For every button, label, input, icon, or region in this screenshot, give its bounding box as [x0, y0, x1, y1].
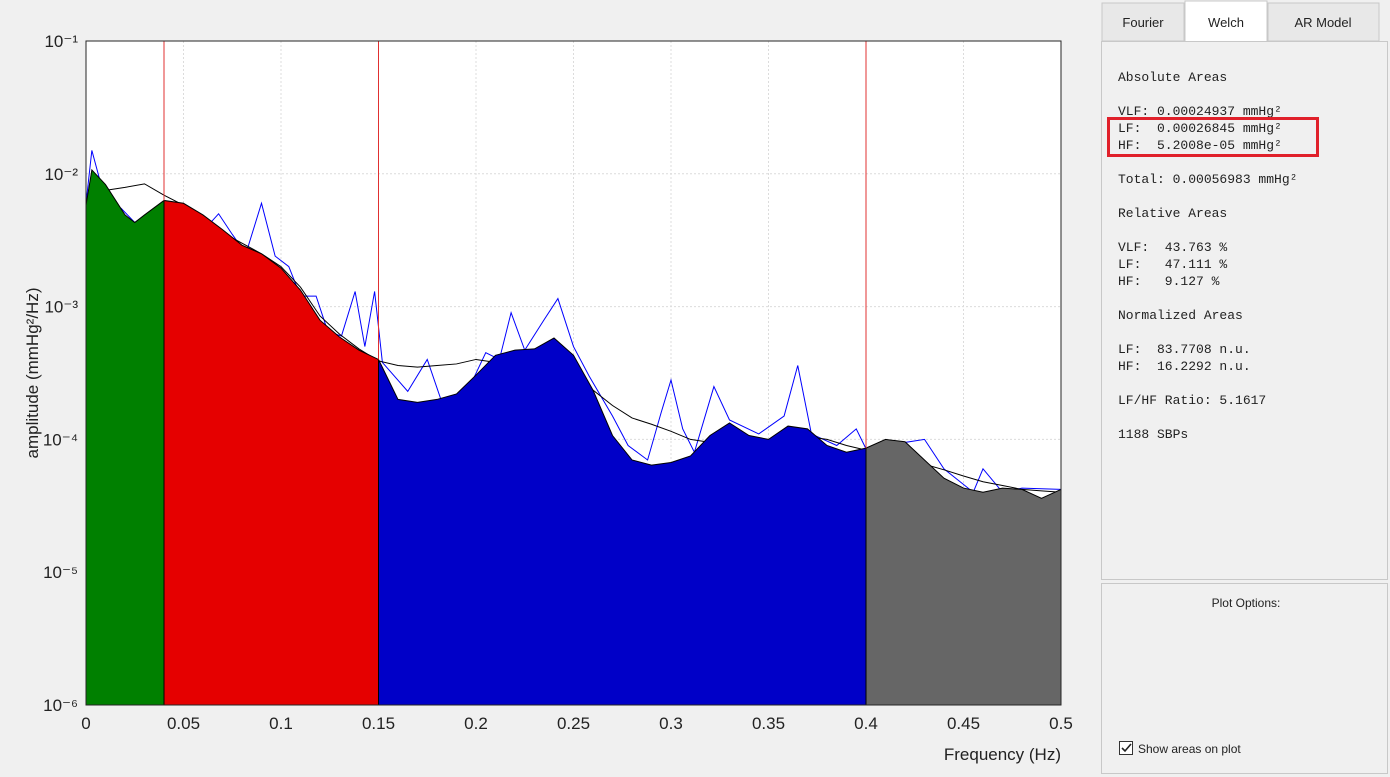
x-tick-label: 0.4 — [854, 714, 878, 733]
result-line: Total: 0.00056983 mmHg² — [1118, 172, 1297, 187]
band-area — [866, 439, 1061, 705]
result-line: LF: 0.00026845 mmHg² — [1118, 121, 1282, 136]
result-line: HF: 5.2008e-05 mmHg² — [1118, 138, 1282, 153]
y-tick-label: 10⁻⁶ — [43, 696, 78, 715]
results-panel — [1101, 41, 1388, 580]
heading: Relative Areas — [1118, 206, 1227, 221]
result-line: 1188 SBPs — [1118, 427, 1188, 442]
x-tick-label: 0.5 — [1049, 714, 1073, 733]
checkbox[interactable] — [1119, 741, 1133, 755]
y-axis-label: amplitude (mmHg²/Hz) — [23, 288, 42, 459]
plot-options-panel — [1101, 583, 1388, 774]
plot — [85, 40, 1062, 706]
result-line: VLF: 0.00024937 mmHg² — [1118, 104, 1282, 119]
tab[interactable] — [1101, 2, 1185, 42]
spectrum-outline — [85, 168, 1062, 499]
x-tick-label: 0.2 — [464, 714, 488, 733]
tab-label[interactable]: AR Model — [1294, 15, 1351, 30]
x-tick-label: 0.45 — [947, 714, 980, 733]
x-tick-label: 0.1 — [269, 714, 293, 733]
x-tick-label: 0 — [81, 714, 90, 733]
x-tick-label: 0.35 — [752, 714, 785, 733]
spectrum-line — [85, 150, 1062, 494]
result-line: LF: 47.111 % — [1118, 257, 1227, 272]
checkbox-check[interactable] — [1121, 743, 1132, 753]
heading: Normalized Areas — [1118, 308, 1243, 323]
y-tick-label: 10⁻² — [44, 165, 78, 184]
plot-frame — [85, 40, 1062, 706]
x-tick-label: 0.3 — [659, 714, 683, 733]
y-tick-label: 10⁻¹ — [44, 32, 78, 51]
y-tick-label: 10⁻³ — [44, 298, 78, 317]
band-area — [164, 200, 379, 705]
tab-active[interactable] — [1184, 0, 1268, 43]
tab-label[interactable]: Welch — [1208, 15, 1244, 30]
x-tick-label: 0.15 — [362, 714, 395, 733]
tab-label[interactable]: Fourier — [1122, 15, 1164, 30]
checkbox-label[interactable]: Show areas on plot — [1138, 742, 1241, 756]
band-area — [378, 338, 866, 705]
result-line: LF/HF Ratio: 5.1617 — [1118, 393, 1266, 408]
highlight-box — [1107, 117, 1319, 157]
result-line: LF: 83.7708 n.u. — [1118, 342, 1251, 357]
x-tick-label: 0.05 — [167, 714, 200, 733]
x-tick-label: 0.25 — [557, 714, 590, 733]
x-axis-label: Frequency (Hz) — [944, 745, 1061, 764]
result-line: HF: 16.2292 n.u. — [1118, 359, 1251, 374]
y-tick-label: 10⁻⁴ — [43, 430, 78, 449]
heading: Absolute Areas — [1118, 70, 1227, 85]
panel-title: Plot Options: — [1212, 596, 1281, 610]
result-line: VLF: 43.763 % — [1118, 240, 1227, 255]
result-line: HF: 9.127 % — [1118, 274, 1220, 289]
band-area — [86, 169, 164, 705]
y-tick-label: 10⁻⁵ — [43, 563, 78, 582]
